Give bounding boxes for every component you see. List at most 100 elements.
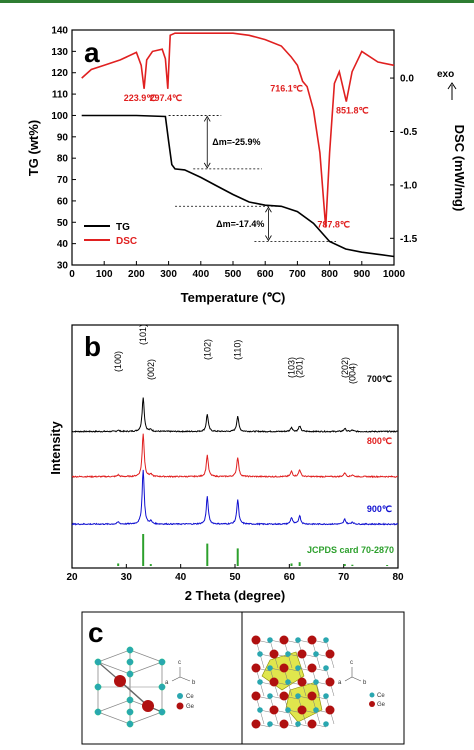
xrd-pattern-0 bbox=[71, 397, 399, 433]
legend-dsc-label: DSC bbox=[116, 236, 137, 247]
ce-atom bbox=[267, 637, 273, 643]
cell-bond bbox=[119, 680, 149, 707]
ge-atom bbox=[279, 635, 289, 645]
y2-tick-label: -1.0 bbox=[400, 180, 418, 191]
hkl-label: (101) bbox=[138, 324, 148, 345]
legend-ge-label: Ge bbox=[377, 702, 386, 708]
x-tick-label: 300 bbox=[160, 269, 177, 280]
panel-b-chart: 20 30 40 50 60 70 80 (100) (101) (002) (102) (110)… bbox=[48, 324, 404, 603]
x-tick-label: 20 bbox=[66, 572, 78, 583]
panel-c-structures: c c a b Ce Ge bbox=[81, 611, 405, 745]
ce-atom bbox=[295, 665, 301, 671]
axis-a-label: a bbox=[165, 680, 169, 686]
y-tick-label: 90 bbox=[57, 132, 69, 143]
hkl-label: (103) bbox=[287, 357, 297, 378]
panel-a-legend: TG DSC bbox=[84, 222, 137, 247]
panel-a-label: a bbox=[84, 37, 100, 68]
y-tick-label: 60 bbox=[57, 196, 69, 207]
axis-b-line bbox=[351, 676, 362, 682]
x-tick-label: 500 bbox=[225, 269, 242, 280]
xrd-pattern-1 bbox=[71, 433, 399, 479]
axis-a-line bbox=[171, 676, 181, 682]
hkl-label: (102) bbox=[202, 339, 212, 360]
legend-ce-label: Ce bbox=[377, 693, 385, 699]
ge-atom bbox=[251, 635, 261, 645]
ge-atom bbox=[251, 663, 261, 673]
ge-atom bbox=[269, 705, 279, 715]
ge-atom bbox=[297, 677, 307, 687]
ce-atom bbox=[313, 679, 319, 685]
x-tick-label: 60 bbox=[284, 572, 296, 583]
ce-atom bbox=[158, 708, 166, 716]
exo-label: exo bbox=[437, 69, 454, 80]
series-dsc-line bbox=[81, 32, 395, 228]
ce-atom bbox=[126, 658, 134, 666]
ce-atom bbox=[158, 683, 166, 691]
legend-ce-dot bbox=[369, 692, 375, 698]
ge-atom bbox=[325, 649, 335, 659]
ge-atom bbox=[297, 649, 307, 659]
xrd-pattern-2 bbox=[71, 469, 398, 526]
ce-atom bbox=[126, 646, 134, 654]
ce-atom bbox=[323, 665, 329, 671]
x-tick-label: 40 bbox=[175, 572, 187, 583]
ce-atom bbox=[323, 693, 329, 699]
supercell-diagram bbox=[251, 635, 335, 729]
xrd-series-label: 900℃ bbox=[367, 504, 392, 514]
legend-ge-label: Ge bbox=[186, 704, 195, 710]
panel-b-xlabel: 2 Theta (degree) bbox=[185, 588, 285, 603]
ce-atom bbox=[126, 670, 134, 678]
dsc-peak-label: 223.9℃ bbox=[124, 93, 157, 103]
dsc-peak-label: 787.8℃ bbox=[317, 220, 350, 230]
exo-arrow-icon bbox=[447, 82, 457, 90]
ge-atom bbox=[307, 663, 317, 673]
axis-b-label: b bbox=[363, 680, 367, 686]
legend-ge-dot bbox=[176, 702, 184, 710]
y-tick-label: 100 bbox=[51, 111, 68, 122]
ce-atom bbox=[267, 721, 273, 727]
axis-b-label: b bbox=[192, 680, 196, 686]
panel-c-label: c bbox=[88, 617, 104, 648]
ce-atom bbox=[126, 720, 134, 728]
right-axes bbox=[344, 667, 362, 682]
ge-atom bbox=[279, 719, 289, 729]
legend-ce-label: Ce bbox=[186, 694, 194, 700]
axis-a-line bbox=[344, 676, 353, 682]
panel-b-ylabel: Intensity bbox=[48, 421, 63, 475]
mass-loss-label: Δm=-25.9% bbox=[212, 137, 260, 147]
legend-ce-dot bbox=[177, 693, 183, 699]
x-tick-label: 70 bbox=[338, 572, 350, 583]
y2-tick-label: -1.5 bbox=[400, 234, 418, 245]
jcpds-label: JCPDS card 70-2870 bbox=[307, 545, 394, 555]
y-tick-label: 70 bbox=[57, 175, 69, 186]
hkl-label: (110) bbox=[233, 340, 243, 360]
y-tick-label: 50 bbox=[57, 218, 69, 229]
panel-a-chart: 0 100 200 300 400 500 600 700 800 900 1000 30 40 50 6… bbox=[26, 26, 467, 306]
panel-b-label: b bbox=[84, 331, 101, 362]
ge-atom bbox=[297, 705, 307, 715]
ge-atom bbox=[307, 691, 317, 701]
x-tick-label: 700 bbox=[289, 269, 306, 280]
ce-atom bbox=[285, 707, 291, 713]
dsc-peak-label: 716.1℃ bbox=[270, 83, 303, 93]
ce-atom bbox=[257, 707, 263, 713]
legend-ge-dot bbox=[369, 701, 375, 707]
axis-c-label: c bbox=[350, 660, 353, 666]
ge-atom bbox=[279, 691, 289, 701]
y-tick-label: 40 bbox=[57, 239, 69, 250]
x-tick-label: 800 bbox=[321, 269, 338, 280]
hkl-label: (002) bbox=[146, 359, 156, 380]
y2-tick-label: -0.5 bbox=[400, 127, 418, 138]
unit-cell-atoms bbox=[94, 646, 166, 728]
y-tick-label: 110 bbox=[52, 90, 69, 101]
mass-arrow-head bbox=[265, 206, 272, 213]
hkl-label: (004) bbox=[347, 363, 357, 384]
ce-atom bbox=[94, 708, 102, 716]
ce-atom bbox=[323, 637, 329, 643]
ce-atom bbox=[295, 693, 301, 699]
x-tick-label: 100 bbox=[96, 269, 113, 280]
ce-atom bbox=[94, 658, 102, 666]
ge-atom bbox=[269, 677, 279, 687]
axis-b-line bbox=[179, 676, 191, 682]
